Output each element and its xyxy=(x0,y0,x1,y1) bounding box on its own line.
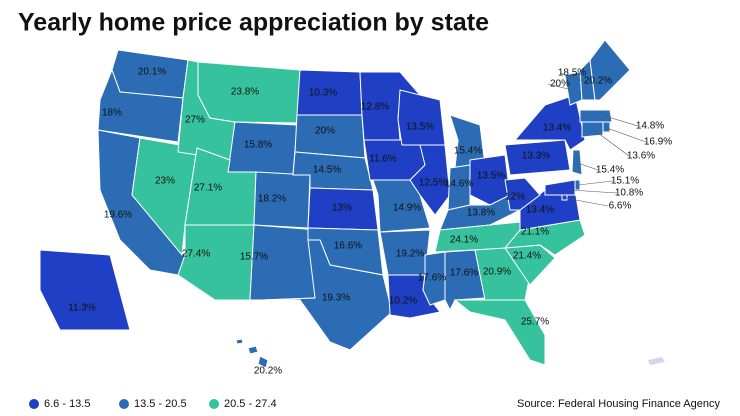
value-label: 20.2% xyxy=(254,366,282,377)
state xyxy=(504,177,541,211)
legend-label: 13.5 - 20.5 xyxy=(134,398,187,410)
state xyxy=(235,338,269,369)
legend-label: 6.6 - 13.5 xyxy=(44,398,90,410)
value-label: 17.6% xyxy=(418,273,446,284)
value-label: 12.8% xyxy=(361,102,389,113)
value-label: 12% xyxy=(505,192,525,203)
value-label: 10.3% xyxy=(309,88,337,99)
leader-line xyxy=(559,72,587,83)
value-label: 15.4% xyxy=(454,146,482,157)
value-label: 13.5% xyxy=(406,122,434,133)
value-label: 14.5% xyxy=(313,165,341,176)
leader-line xyxy=(564,197,609,207)
value-label: 18.2% xyxy=(258,194,286,205)
value-label: 10.2% xyxy=(389,296,417,307)
leader-line xyxy=(569,189,618,194)
leader-line xyxy=(577,180,614,186)
value-label: 15.4% xyxy=(596,165,624,176)
state xyxy=(581,121,604,138)
state xyxy=(504,139,571,176)
value-label: 19.2% xyxy=(396,249,424,260)
value-label: 13% xyxy=(332,203,352,214)
value-label: 13.8% xyxy=(467,208,495,219)
state xyxy=(579,109,613,123)
value-label: 11.6% xyxy=(369,154,397,165)
value-label: 23.8% xyxy=(231,87,259,98)
value-label: 20% xyxy=(550,79,570,90)
title: Yearly home price appreciation by state xyxy=(18,9,489,37)
state xyxy=(97,68,184,143)
value-label: 17.6% xyxy=(450,268,478,279)
value-label: 10.8% xyxy=(615,188,643,199)
states: 20.1% 18% 19.6% 23% 27% 23.8% 15.8% 27.1% 18.2% 2… xyxy=(39,39,672,377)
value-label: 25.7% xyxy=(521,317,549,328)
value-label: 14.6% xyxy=(445,179,473,190)
value-label: 27.4% xyxy=(182,249,210,260)
legend-swatch xyxy=(29,399,39,409)
legend-swatch xyxy=(119,399,129,409)
leader-line xyxy=(606,127,647,143)
value-label: 15.1% xyxy=(611,176,639,187)
state xyxy=(397,89,446,146)
leader-line xyxy=(547,83,573,91)
value-label: 20.9% xyxy=(483,267,511,278)
value-label: 6.6% xyxy=(609,201,632,212)
state xyxy=(561,194,568,201)
value-label: 24.1% xyxy=(450,235,478,246)
value-label: 16.9% xyxy=(644,137,672,148)
leader-line xyxy=(593,129,630,157)
value-label: 13.3% xyxy=(522,151,550,162)
value-label: 18.5% xyxy=(558,68,586,79)
value-label: 12.5% xyxy=(419,178,447,189)
value-label: 16.6% xyxy=(334,241,362,252)
value-label: 13.4% xyxy=(526,205,554,216)
value-label: 27% xyxy=(185,115,205,126)
value-label: 13.6% xyxy=(627,151,655,162)
value-label: 27.1% xyxy=(194,183,222,194)
value-label: 14.9% xyxy=(393,203,421,214)
territory xyxy=(648,357,665,365)
value-label: 18% xyxy=(102,108,122,119)
value-label: 21.4% xyxy=(513,251,541,262)
state xyxy=(602,121,611,133)
value-label: 13.4% xyxy=(543,123,571,134)
value-label: 20.2% xyxy=(584,76,612,87)
legend-swatch xyxy=(209,399,219,409)
value-label: 20.1% xyxy=(138,67,166,78)
value-label: 21.1% xyxy=(521,227,549,238)
source: Source: Federal Housing Finance Agency xyxy=(517,398,721,410)
state xyxy=(513,94,586,151)
value-label: 13.5% xyxy=(477,171,505,182)
value-label: 15.8% xyxy=(244,140,272,151)
state xyxy=(409,144,451,216)
leader-line xyxy=(577,162,599,171)
state xyxy=(589,39,631,101)
state xyxy=(261,239,393,351)
state xyxy=(453,299,546,366)
state xyxy=(39,249,131,331)
legend-label: 20.5 - 27.4 xyxy=(224,398,277,410)
state xyxy=(544,179,576,196)
leader-line xyxy=(604,115,639,127)
value-label: 14.8% xyxy=(636,121,664,132)
value-label: 23% xyxy=(155,176,175,187)
legend: 6.6 - 13.5 13.5 - 20.5 20.5 - 27.4 xyxy=(29,398,277,410)
value-label: 20% xyxy=(315,126,335,137)
value-label: 15.7% xyxy=(240,252,268,263)
value-label: 19.3% xyxy=(322,293,350,304)
state xyxy=(571,149,583,176)
value-label: 19.6% xyxy=(104,210,132,221)
value-label: 11.3% xyxy=(68,303,96,314)
